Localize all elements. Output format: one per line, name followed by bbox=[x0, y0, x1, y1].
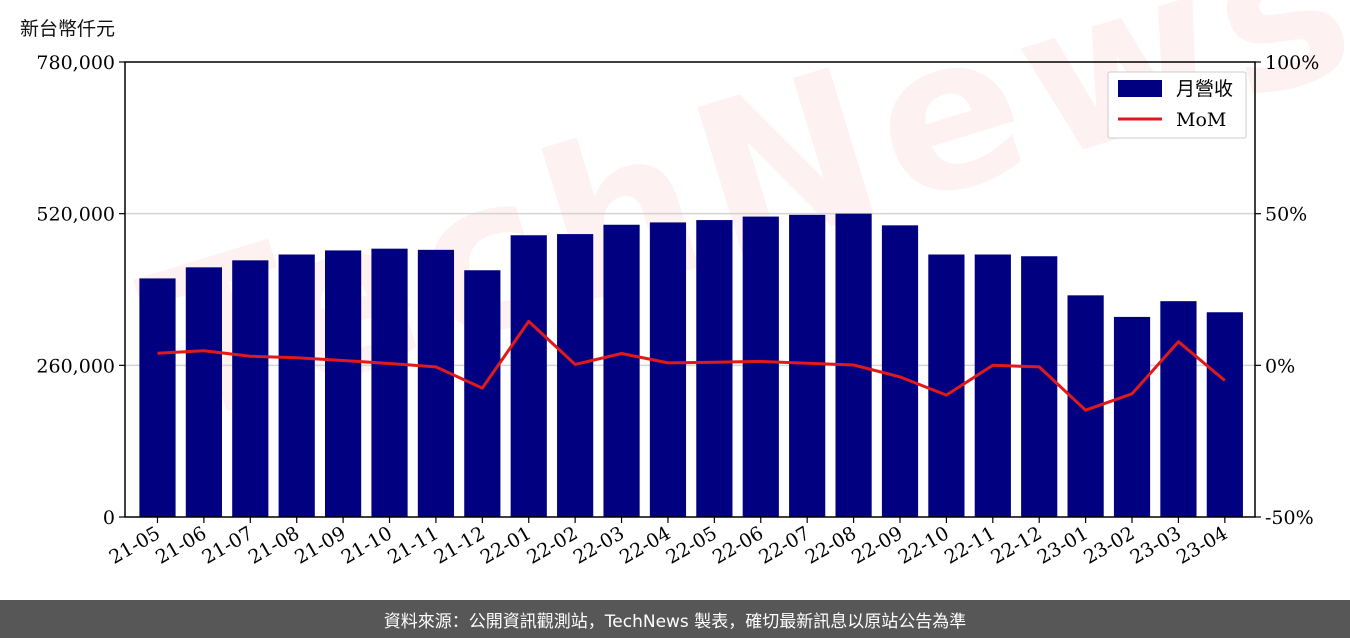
left-tick-label: 260,000 bbox=[36, 355, 115, 377]
mom-line bbox=[157, 319, 1226, 412]
x-tick-label: 21-05 bbox=[106, 522, 164, 568]
legend-line-label: MoM bbox=[1176, 109, 1226, 131]
revenue-bar bbox=[139, 278, 176, 517]
x-tick-label: 22-06 bbox=[709, 522, 767, 568]
right-tick-label: 50% bbox=[1265, 204, 1307, 226]
bar-series bbox=[139, 213, 1243, 518]
revenue-bar bbox=[789, 214, 826, 518]
revenue-bar bbox=[557, 234, 594, 518]
revenue-bar bbox=[232, 260, 269, 517]
revenue-bar bbox=[742, 216, 779, 518]
revenue-bar bbox=[371, 248, 408, 517]
x-tick-label: 23-03 bbox=[1126, 522, 1184, 568]
x-tick-label: 22-03 bbox=[570, 522, 628, 568]
x-tick-label: 22-08 bbox=[802, 522, 860, 568]
x-tick-label: 21-08 bbox=[245, 522, 303, 568]
x-tick-label: 22-05 bbox=[662, 522, 720, 568]
x-tick-label: 22-12 bbox=[987, 522, 1045, 568]
revenue-bar bbox=[417, 249, 455, 518]
revenue-bar bbox=[974, 254, 1011, 517]
x-tick-label: 23-04 bbox=[1173, 522, 1231, 568]
x-tick-label: 22-10 bbox=[894, 522, 952, 568]
revenue-bar bbox=[185, 267, 222, 517]
right-tick-label: 0% bbox=[1265, 355, 1295, 377]
revenue-bar bbox=[696, 220, 733, 518]
right-tick-label: -50% bbox=[1265, 507, 1314, 529]
x-tick-label: 21-11 bbox=[384, 522, 442, 568]
revenue-bar bbox=[510, 235, 547, 517]
revenue-bar bbox=[1021, 256, 1058, 517]
x-tick-label: 22-11 bbox=[941, 522, 999, 568]
right-tick-label: 100% bbox=[1265, 52, 1319, 74]
revenue-bar bbox=[325, 250, 362, 517]
x-tick-label: 22-01 bbox=[477, 522, 535, 568]
left-tick-label: 520,000 bbox=[36, 204, 115, 226]
revenue-bar bbox=[1160, 301, 1197, 517]
revenue-bar bbox=[464, 270, 501, 517]
mom-line-series bbox=[157, 319, 1226, 412]
x-tick-label: 21-07 bbox=[198, 522, 256, 568]
revenue-bar bbox=[881, 225, 919, 518]
source-footer: 資料來源：公開資訊觀測站，TechNews 製表，確切最新訊息以原站公告為準 bbox=[0, 600, 1350, 638]
x-tick-label: 21-09 bbox=[291, 522, 349, 568]
x-tick-label: 21-12 bbox=[430, 522, 488, 568]
y-axis-unit-label: 新台幣仟元 bbox=[20, 18, 116, 40]
x-tick-label: 22-07 bbox=[755, 522, 813, 568]
x-tick-label: 21-10 bbox=[338, 522, 396, 568]
revenue-chart: 0 260,000 520,000 780,000 -50% 0% 50% 100% 21-05… bbox=[36, 52, 1319, 569]
left-tick-label: 780,000 bbox=[36, 52, 115, 74]
x-tick-label: 23-02 bbox=[1080, 522, 1138, 568]
legend: 月營收 MoM bbox=[1107, 71, 1247, 139]
revenue-bar bbox=[1113, 316, 1151, 517]
x-tick-label: 23-01 bbox=[1034, 522, 1092, 568]
x-tick-label: 22-04 bbox=[616, 522, 674, 568]
revenue-bar bbox=[278, 254, 315, 517]
x-tick-label: 22-02 bbox=[523, 522, 581, 568]
x-tick-label: 22-09 bbox=[848, 522, 906, 568]
revenue-bar bbox=[603, 224, 640, 517]
left-tick-label: 0 bbox=[103, 507, 115, 529]
revenue-bar bbox=[1206, 312, 1243, 517]
legend-bar-swatch bbox=[1118, 80, 1162, 97]
plot-frame bbox=[124, 61, 1256, 518]
legend-bar-label: 月營收 bbox=[1176, 78, 1233, 100]
revenue-bar bbox=[649, 222, 687, 517]
x-tick-label: 21-06 bbox=[152, 522, 210, 568]
